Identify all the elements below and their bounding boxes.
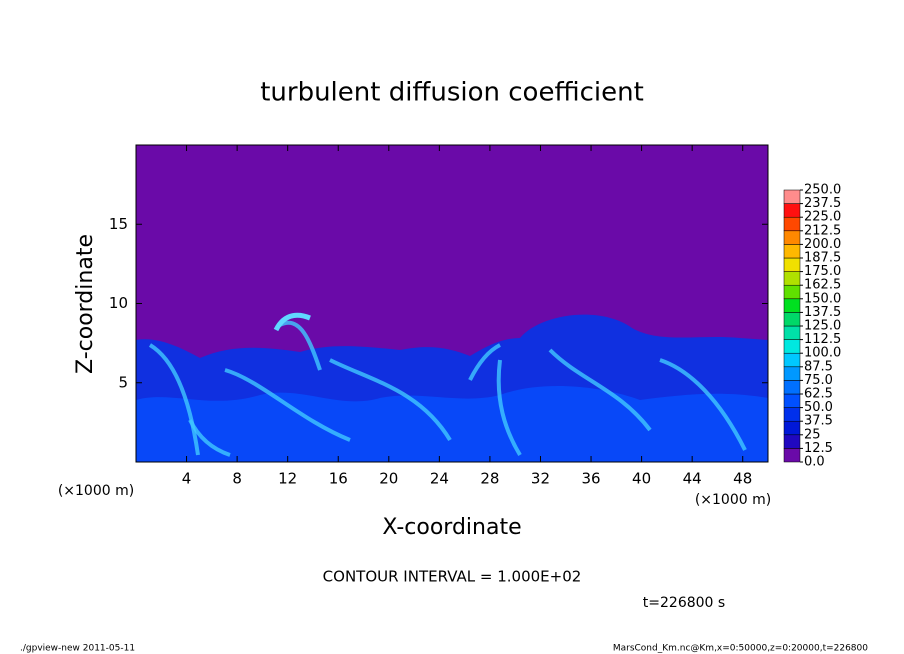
y-tick-label: 10 — [109, 294, 128, 312]
x-tick-label: 8 — [232, 470, 242, 488]
x-tick-label: 44 — [683, 470, 702, 488]
colorbar-bin — [783, 339, 801, 354]
field-streak — [548, 348, 652, 432]
x-tick-label: 20 — [379, 470, 398, 488]
colorbar-bin — [783, 203, 801, 218]
field-region — [136, 385, 768, 462]
y-axis-label: Z-coordinate — [73, 234, 98, 374]
colorbar-label: 37.5 — [804, 414, 833, 429]
colorbar-label: 237.5 — [804, 196, 841, 211]
colorbar-bin — [783, 407, 801, 422]
colorbar-bin — [783, 298, 801, 313]
footer: MarsCond_Km.nc@Km,x=0:50000,z=0:20000,t=… — [613, 644, 868, 654]
colorbar-label: 125.0 — [804, 319, 841, 334]
field-streak — [224, 368, 351, 442]
plot-area — [135, 144, 769, 463]
colorbar-label: 200.0 — [804, 237, 841, 252]
x-tick-label: 12 — [278, 470, 297, 488]
colorbar-label: 162.5 — [804, 278, 841, 293]
y-tick-label: 5 — [118, 373, 128, 391]
colorbar-bin — [783, 312, 801, 327]
colorbar-bin — [783, 380, 801, 395]
colorbar-bin — [783, 420, 801, 436]
colorbar-label: 187.5 — [804, 251, 841, 266]
chart-title: turbulent diffusion coefficient — [260, 78, 644, 108]
colorbar-bin — [783, 216, 801, 232]
x-tick-label: 36 — [581, 470, 600, 488]
colorbar-label: 150.0 — [804, 291, 841, 306]
x-tick-label: 24 — [430, 470, 449, 488]
x-tick-label: 16 — [329, 470, 348, 488]
x-tick-label: 4 — [182, 470, 192, 488]
colorbar-label: 212.5 — [804, 223, 841, 238]
field-streak — [273, 312, 311, 332]
field-streak — [468, 343, 501, 381]
colorbar-bin — [783, 244, 801, 259]
footer: ./gpview-new 2011-05-11 — [20, 644, 135, 654]
x-tick-label: 48 — [733, 470, 752, 488]
x-tick-label: 28 — [480, 470, 499, 488]
colorbar-bin — [783, 448, 801, 463]
colorbar-label: 112.5 — [804, 332, 841, 347]
y-tick-label: 15 — [109, 215, 128, 233]
colorbar-label: 12.5 — [804, 441, 833, 456]
colorbar-label: 175.0 — [804, 264, 841, 279]
colorbar-bin — [783, 271, 801, 286]
colorbar-bin — [783, 366, 801, 381]
x-unit: (×1000 m) — [58, 483, 134, 499]
colorbar-label: 100.0 — [804, 346, 841, 361]
colorbar-label: 0.0 — [804, 455, 825, 470]
x-axis-label: X-coordinate — [382, 515, 521, 540]
colorbar-label: 225.0 — [804, 210, 841, 225]
colorbar-label: 137.5 — [804, 305, 841, 320]
field-streak — [279, 320, 322, 371]
colorbar-bin — [783, 393, 801, 408]
colorbar-bin — [783, 325, 801, 340]
annotation: CONTOUR INTERVAL = 1.000E+02 — [323, 568, 582, 586]
colorbar-label: 75.0 — [804, 373, 833, 388]
colorbar-bin — [783, 257, 801, 272]
colorbar-label: 87.5 — [804, 359, 833, 374]
field-streak — [188, 419, 231, 457]
x-tick-label: 32 — [531, 470, 550, 488]
colorbar-label: 25 — [804, 427, 821, 442]
colorbar-bin — [783, 230, 801, 245]
x-tick-label: 40 — [632, 470, 651, 488]
x-unit: (×1000 m) — [695, 492, 771, 508]
time-label: t=226800 s — [643, 595, 725, 611]
colorbar-bin — [783, 189, 801, 204]
colorbar-label: 62.5 — [804, 387, 833, 402]
colorbar-label: 50.0 — [804, 400, 833, 415]
field-streak — [659, 358, 747, 451]
field-streak — [329, 358, 452, 442]
colorbar-bin — [783, 284, 801, 300]
field-streak — [496, 359, 522, 457]
colorbar-bin — [783, 434, 801, 449]
colorbar-bin — [783, 352, 801, 368]
field-streak — [148, 343, 200, 456]
colorbar-label: 250.0 — [804, 183, 841, 198]
